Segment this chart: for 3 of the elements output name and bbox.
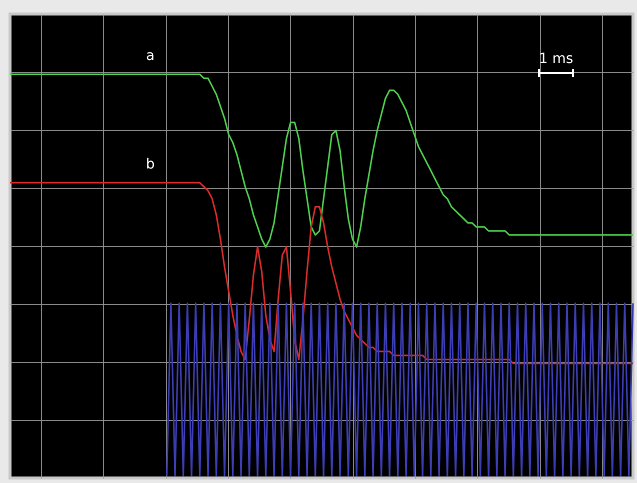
series-label: a (146, 48, 155, 64)
text: 1 ms (538, 51, 574, 67)
series-label: b (146, 156, 155, 173)
